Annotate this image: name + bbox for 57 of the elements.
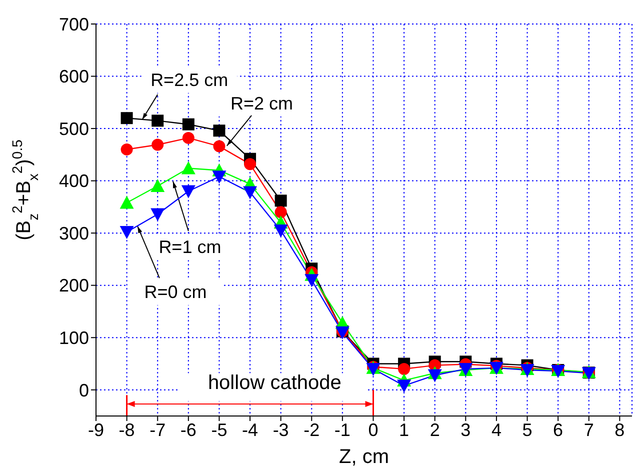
x-tick-label: 0	[368, 420, 378, 440]
text: R=1 cm	[158, 237, 222, 258]
x-tick-label: -1	[334, 420, 350, 440]
x-tick-label: -7	[150, 420, 166, 440]
x-tick-label: -2	[304, 420, 320, 440]
point	[120, 143, 133, 156]
point	[152, 114, 164, 127]
y-tick-label: 300	[58, 223, 89, 244]
point	[120, 226, 134, 240]
point	[212, 170, 226, 184]
x-tick-label: 4	[491, 420, 502, 440]
point	[397, 380, 412, 393]
point	[428, 369, 442, 382]
point	[520, 364, 534, 378]
x-tick-label: 8	[614, 420, 625, 440]
point	[120, 196, 134, 209]
point	[150, 208, 165, 222]
series-label: R=2 cm	[230, 93, 293, 114]
point	[213, 140, 226, 152]
x-tick-label: -5	[211, 420, 228, 440]
point	[181, 161, 196, 174]
x-tick-label: -8	[118, 420, 135, 440]
point	[398, 362, 410, 375]
x-tick-label: 1	[399, 420, 410, 440]
point	[244, 158, 256, 170]
point	[182, 118, 194, 130]
x-tick-label: 2	[430, 420, 440, 440]
y-tick-label: 200	[58, 276, 89, 296]
point	[182, 132, 194, 144]
x-tick-label: -4	[242, 420, 258, 440]
point	[304, 274, 319, 288]
x-tick-label: 7	[584, 420, 594, 440]
y-tick-label: 0	[78, 380, 89, 400]
point	[181, 185, 196, 198]
point	[243, 186, 258, 200]
y-tick-label: 700	[58, 14, 89, 34]
point	[150, 179, 165, 192]
point	[213, 124, 226, 137]
x-tick-label: 6	[553, 420, 564, 440]
series-label: R=2.5 cm	[150, 70, 228, 90]
y-tick-label: 600	[58, 66, 89, 87]
point	[274, 206, 287, 218]
text: R=0 cm	[144, 282, 207, 302]
point	[152, 138, 164, 151]
x-tick-label: 5	[522, 420, 532, 440]
y-tick-label: 100	[58, 328, 89, 348]
point	[120, 112, 133, 124]
x-axis-title: Z, cm	[339, 446, 389, 468]
point	[274, 194, 287, 207]
x-tick-label: -9	[88, 420, 104, 440]
x-tick-label: 3	[460, 420, 471, 440]
y-tick-label: 500	[58, 118, 89, 139]
point	[274, 224, 288, 238]
x-tick-label: -3	[272, 420, 289, 440]
annotation: hollow cathode	[208, 372, 342, 394]
x-tick-label: -6	[180, 420, 196, 440]
y-tick-label: 400	[58, 171, 89, 192]
